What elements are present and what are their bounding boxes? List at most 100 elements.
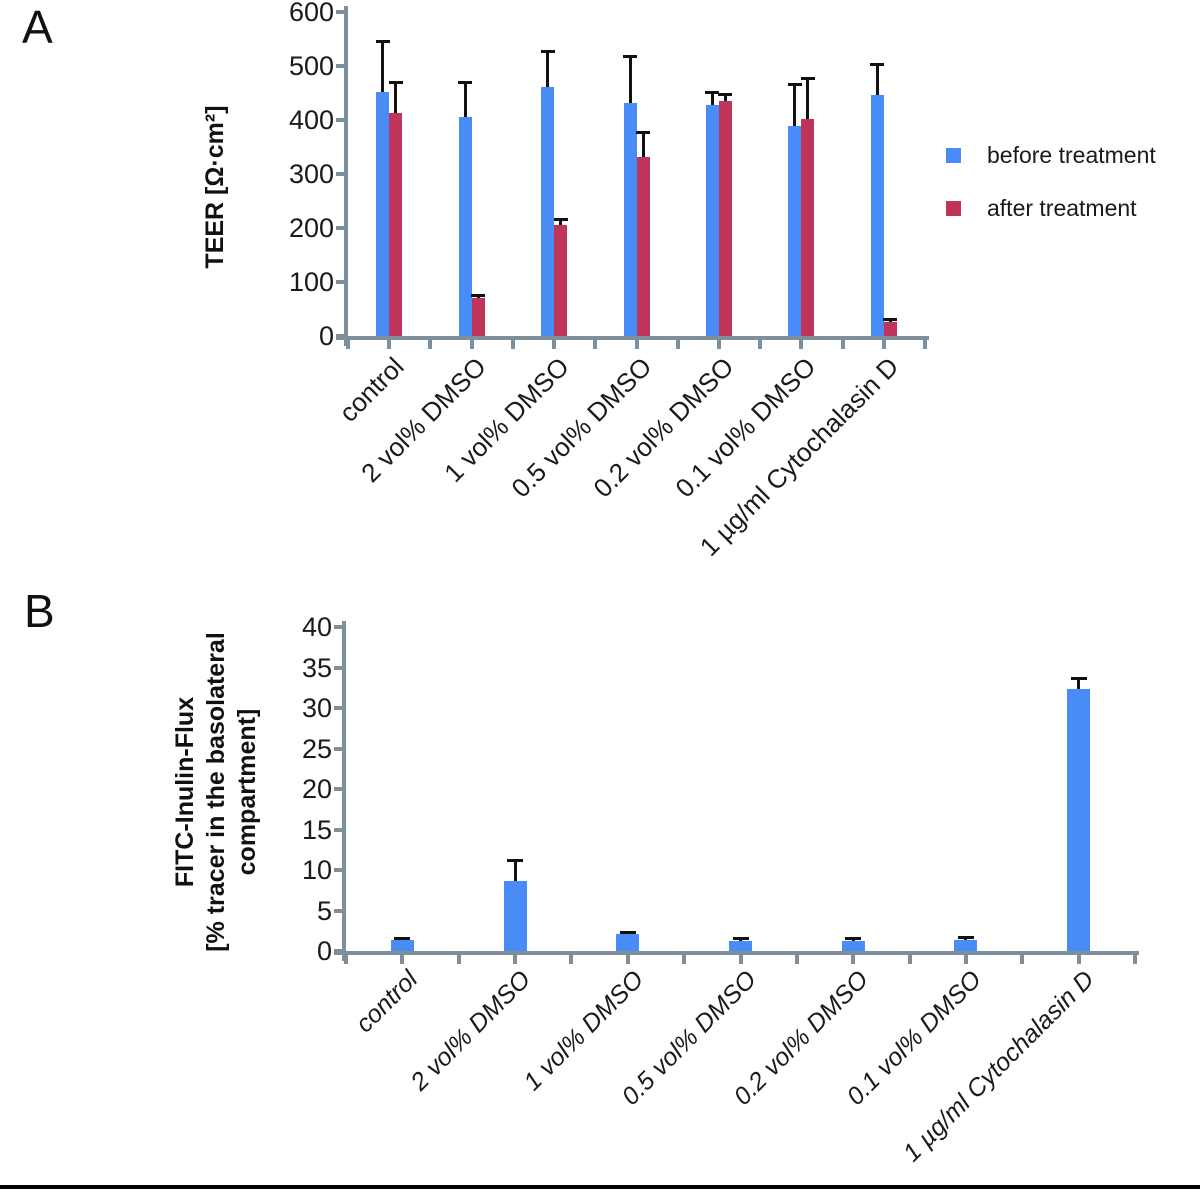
x-axis-tick <box>840 340 845 349</box>
bar-after-treatment <box>718 100 732 336</box>
y-axis-tick <box>334 665 344 670</box>
error-bar-whisker <box>641 132 645 157</box>
y-tick-label: 300 <box>288 159 334 189</box>
x-axis-tick <box>513 955 518 964</box>
y-axis-tick <box>336 172 346 176</box>
x-axis-tick <box>625 955 630 964</box>
before-treatment-swatch <box>946 148 961 163</box>
error-bar-cap <box>787 83 802 87</box>
bar-before-treatment <box>376 91 390 336</box>
error-bar-cap <box>388 81 403 85</box>
panel-b-label: B <box>24 585 55 637</box>
y-tick-label: 0 <box>318 321 334 351</box>
y-tick-label: 10 <box>301 855 332 885</box>
x-axis-tick <box>738 955 743 964</box>
y-tick-label: 200 <box>288 213 334 243</box>
error-bar-whisker <box>851 938 855 942</box>
x-axis-tick <box>400 955 405 964</box>
x-axis-tick <box>344 955 348 964</box>
error-bar-cap <box>718 92 733 96</box>
error-bar-whisker <box>628 55 632 104</box>
x-axis-tick <box>675 340 680 349</box>
chart-b-y-axis-title-line2: [% tracer in the basolateral <box>202 632 230 952</box>
bar-FITC-Inulin-flux <box>1067 688 1091 951</box>
error-bar-whisker <box>964 937 968 940</box>
error-bar-whisker <box>710 92 714 106</box>
bar-after-treatment <box>389 112 403 336</box>
error-bar-cap <box>732 937 749 941</box>
category-label: control <box>333 351 410 428</box>
chart-b-y-axis-title-line1: FITC-Inulin-Flux <box>171 696 199 888</box>
error-bar-cap <box>540 50 555 54</box>
y-tick-label: 30 <box>301 693 332 723</box>
error-bar-cap <box>883 318 898 322</box>
error-bar-whisker <box>559 219 563 226</box>
bar-after-treatment <box>883 321 897 336</box>
x-axis-tick <box>634 340 639 349</box>
bar-FITC-Inulin-flux <box>729 941 752 951</box>
y-axis-line <box>342 621 346 961</box>
error-bar-whisker <box>381 40 385 92</box>
error-bar-cap <box>705 91 720 95</box>
x-axis-tick <box>963 955 968 964</box>
y-tick-label: 600 <box>288 0 334 27</box>
bar-after-treatment <box>554 225 568 336</box>
error-bar-whisker <box>513 860 517 882</box>
error-bar-whisker <box>806 78 810 120</box>
bar-after-treatment <box>636 156 650 336</box>
error-bar-cap <box>800 77 815 81</box>
bar-FITC-Inulin-flux <box>390 940 414 951</box>
error-bar-whisker <box>400 938 404 941</box>
error-bar-cap <box>458 81 473 85</box>
error-bar-whisker <box>723 93 727 101</box>
chart-b-y-axis-title-line3: compartment] <box>233 708 261 876</box>
x-axis-tick <box>716 340 721 349</box>
bar-FITC-Inulin-flux <box>503 881 527 951</box>
x-axis-tick <box>682 955 687 964</box>
x-axis-tick <box>881 340 886 349</box>
category-label: control <box>350 965 424 1039</box>
x-axis-tick <box>469 340 474 349</box>
error-bar-cap <box>394 937 411 941</box>
error-bar-cap <box>553 218 568 222</box>
chart-a-legend: before treatment after treatment <box>946 142 1156 222</box>
bar-before-treatment <box>788 125 802 336</box>
bar-FITC-Inulin-flux <box>954 939 978 951</box>
x-axis-tick <box>923 340 927 349</box>
y-tick-label: 20 <box>301 774 332 804</box>
panel-a-label: A <box>22 1 53 53</box>
bar-before-treatment <box>705 105 719 336</box>
y-tick-label: 40 <box>301 612 332 642</box>
y-axis-tick <box>334 787 344 791</box>
error-bar-whisker <box>463 82 467 118</box>
error-bar-cap <box>619 930 636 934</box>
y-axis-tick <box>336 118 346 122</box>
error-bar-whisker <box>739 938 742 942</box>
x-axis-tick <box>346 340 350 349</box>
error-bar-whisker <box>793 84 797 126</box>
y-axis-tick <box>336 226 346 230</box>
category-label: 1 µg/ml Cytochalasin D <box>693 351 905 562</box>
x-axis-tick <box>510 340 515 349</box>
error-bar-cap <box>507 859 524 863</box>
x-axis-tick <box>387 340 392 349</box>
bar-before-treatment <box>541 86 555 336</box>
x-axis-tick <box>799 340 804 349</box>
bar-before-treatment <box>623 103 637 336</box>
y-tick-label: 100 <box>288 267 334 297</box>
y-axis-tick <box>334 949 344 953</box>
error-bar-whisker <box>888 319 892 322</box>
y-axis-tick <box>334 868 344 872</box>
x-axis-tick <box>593 340 598 349</box>
x-axis-tick <box>1133 955 1137 964</box>
legend-label-before-treatment: before treatment <box>987 142 1156 168</box>
category-label: 0.5 vol% DMSO <box>616 965 762 1111</box>
y-tick-label: 35 <box>301 652 332 683</box>
error-bar-cap <box>870 62 885 66</box>
error-bar-cap <box>471 293 486 297</box>
y-tick-label: 5 <box>316 895 332 926</box>
x-axis-tick <box>1020 955 1025 964</box>
error-bar-whisker <box>1077 678 1081 689</box>
error-bar-whisker <box>875 63 879 96</box>
error-bar-whisker <box>394 82 398 113</box>
